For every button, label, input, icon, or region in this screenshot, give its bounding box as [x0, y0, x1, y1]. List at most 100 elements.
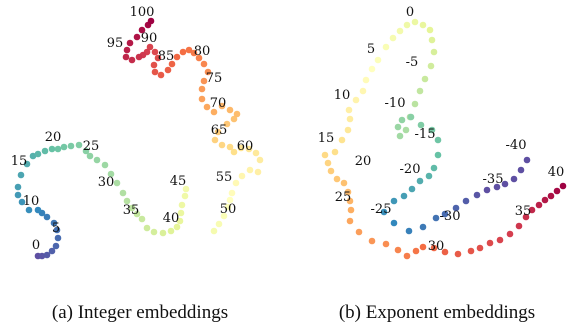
point-48: [220, 212, 228, 220]
point--40: [483, 186, 491, 194]
point-2: [43, 251, 51, 259]
point-29: [107, 170, 115, 178]
point--28: [408, 185, 416, 193]
label-65: 65: [211, 123, 228, 138]
point--33: [405, 227, 413, 235]
label-20: 20: [355, 154, 372, 169]
point-79: [185, 46, 193, 54]
point-81: [173, 53, 181, 61]
point--5: [403, 21, 411, 29]
point-52: [232, 179, 240, 187]
label-80: 80: [194, 44, 211, 59]
point-44: [181, 192, 189, 200]
point-19: [41, 147, 49, 155]
point-85: [151, 68, 159, 76]
point--35: [432, 214, 440, 222]
point-47: [215, 220, 223, 228]
point-94: [122, 53, 130, 61]
point-64: [214, 128, 222, 136]
point--40: [501, 180, 509, 188]
point--20: [407, 113, 415, 121]
point--21: [417, 121, 425, 129]
point-60: [230, 148, 238, 156]
point-89: [146, 43, 154, 51]
point-16: [347, 206, 355, 214]
point-38: [159, 229, 167, 237]
point-3: [352, 96, 360, 104]
point-84: [157, 71, 165, 79]
point--32: [390, 219, 398, 227]
label-45: 45: [170, 174, 187, 189]
point--9: [428, 36, 436, 44]
point-55: [254, 168, 262, 176]
point-71: [203, 103, 211, 111]
point-33: [128, 204, 136, 212]
point-32: [506, 230, 514, 238]
point-93: [128, 56, 136, 64]
point--18: [394, 123, 402, 131]
point-39: [553, 187, 561, 195]
point-28: [101, 161, 109, 169]
point-25: [430, 244, 438, 252]
label-70: 70: [210, 96, 227, 111]
point-6: [53, 226, 61, 234]
point--4: [396, 27, 404, 35]
label-neg-25: -25: [371, 202, 392, 217]
point-36: [143, 224, 151, 232]
point-41: [176, 217, 184, 225]
point-14: [14, 183, 22, 191]
label-5: 5: [367, 42, 375, 57]
label-neg-5: -5: [406, 55, 419, 70]
label-50: 50: [220, 202, 237, 217]
point-5: [346, 115, 354, 123]
point--30: [390, 197, 398, 205]
point-61: [226, 143, 234, 151]
point-72: [198, 95, 206, 103]
point--40: [510, 175, 518, 183]
caption-b: (b) Exponent embeddings: [339, 302, 535, 323]
point--6: [411, 18, 419, 26]
point-15: [17, 171, 25, 179]
point-50: [226, 196, 234, 204]
point-23: [67, 142, 75, 150]
point--27: [416, 177, 424, 185]
point-80: [179, 48, 187, 56]
label-100: 100: [130, 5, 155, 20]
label-95: 95: [107, 36, 124, 51]
point-86: [150, 61, 158, 69]
point-6: [344, 126, 352, 134]
point-23: [412, 247, 420, 255]
point--12: [421, 75, 429, 83]
point-14: [344, 188, 352, 196]
point-4: [52, 242, 60, 250]
label-neg-35: -35: [483, 172, 504, 187]
label-0: 0: [406, 5, 414, 20]
point-9: [321, 151, 329, 159]
point-31: [496, 236, 504, 244]
point--40: [493, 183, 501, 191]
point--7: [419, 21, 427, 29]
label-25: 25: [83, 139, 100, 154]
point-17: [346, 217, 354, 225]
point--25: [430, 164, 438, 172]
point-35: [528, 206, 536, 214]
point-75: [204, 68, 212, 76]
point-66: [230, 115, 238, 123]
point--34: [419, 223, 427, 231]
point-8: [331, 148, 339, 156]
point-68: [226, 106, 234, 114]
point-36: [535, 201, 543, 209]
point-83: [164, 66, 172, 74]
point--19: [398, 116, 406, 124]
point-98: [138, 26, 146, 34]
point-25: [82, 147, 90, 155]
point-12: [18, 198, 26, 206]
point-92: [135, 53, 143, 61]
point-42: [177, 209, 185, 217]
point--37: [452, 204, 460, 212]
point--24: [434, 151, 442, 159]
point--38: [462, 197, 470, 205]
point-97: [133, 33, 141, 41]
label-5: 5: [52, 221, 60, 236]
